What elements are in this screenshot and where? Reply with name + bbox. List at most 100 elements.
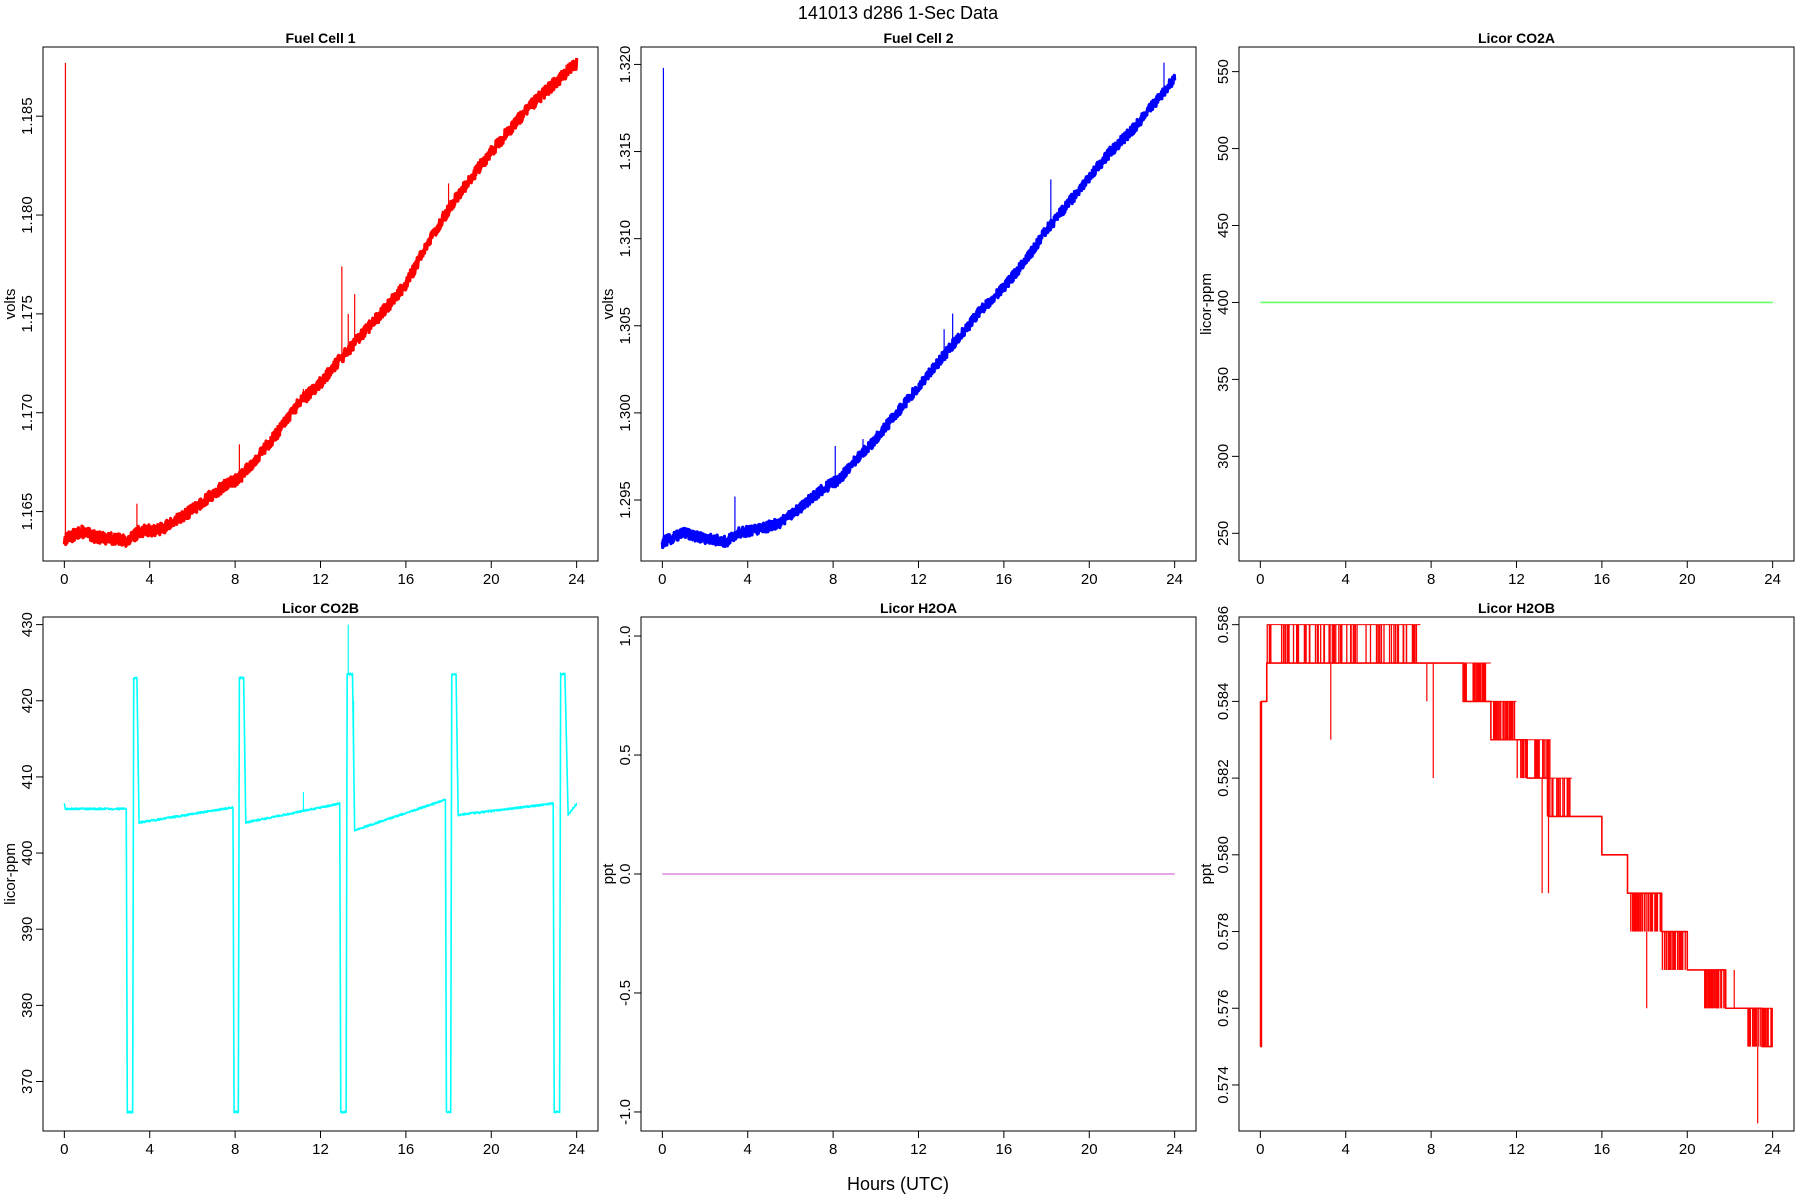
y-axis-label: volts	[600, 289, 617, 320]
plot-area	[62, 57, 579, 548]
x-tick-label: 16	[996, 571, 1013, 588]
plot-area	[63, 624, 578, 1114]
panel-title: Fuel Cell 1	[285, 30, 355, 46]
y-tick-label: 1.175	[19, 295, 36, 333]
chart-panels: Fuel Cell 1 volts 0 4 8 12 16 20 24 1.165 1.170 1.1…	[2, 30, 1795, 1158]
y-tick-label: 300	[1215, 444, 1232, 469]
y-tick-label: 350	[1215, 367, 1232, 392]
y-tick-label: 1.180	[19, 196, 36, 234]
y-tick-label: 400	[19, 841, 36, 866]
y-tick-label: 250	[1215, 521, 1232, 546]
y-tick-label: 370	[19, 1069, 36, 1094]
x-tick-label: 4	[1342, 1141, 1350, 1158]
chart-panel-6: Licor H2OB ppt 0 4 8 12 16 20 24 0.574 0.576 0.578 0…	[1198, 600, 1795, 1158]
x-tick-label: 20	[1679, 1141, 1696, 1158]
x-tick-label: 20	[1081, 1141, 1098, 1158]
x-tick-label: 12	[1508, 571, 1525, 588]
x-tick-label: 24	[568, 1141, 585, 1158]
series-line	[660, 73, 1177, 550]
x-tick-label: 16	[1594, 1141, 1611, 1158]
y-tick-label: 1.170	[19, 394, 36, 432]
chart-panel-4: Licor CO2B licor-ppm 0 4 8 12 16 20 24 370 380 390 4…	[2, 600, 599, 1158]
panel-title: Licor H2OA	[880, 600, 957, 616]
y-tick-label: 390	[19, 917, 36, 942]
panel-title: Licor H2OB	[1478, 600, 1555, 616]
y-tick-label: 500	[1215, 136, 1232, 161]
x-tick-label: 8	[1427, 571, 1435, 588]
panel-title: Licor CO2B	[282, 600, 359, 616]
y-tick-label: 0.586	[1215, 606, 1232, 644]
y-tick-label: 1.305	[617, 307, 634, 345]
y-axis-label: licor-ppm	[2, 843, 19, 905]
y-tick-label: 0.576	[1215, 989, 1232, 1027]
x-tick-label: 0	[60, 1141, 68, 1158]
chart-panel-1: Fuel Cell 1 volts 0 4 8 12 16 20 24 1.165 1.170 1.1…	[2, 30, 599, 588]
y-tick-label: 1.165	[19, 493, 36, 531]
x-tick-label: 12	[312, 1141, 329, 1158]
y-tick-label: 410	[19, 764, 36, 789]
x-tick-label: 8	[829, 571, 837, 588]
x-tick-label: 12	[910, 1141, 927, 1158]
x-tick-label: 8	[231, 571, 239, 588]
y-axis-label: ppt	[600, 863, 617, 885]
y-tick-label: 1.315	[617, 133, 634, 171]
x-tick-label: 16	[398, 1141, 415, 1158]
y-tick-label: 1.320	[617, 46, 634, 84]
x-tick-label: 8	[231, 1141, 239, 1158]
x-tick-label: 4	[146, 571, 154, 588]
plot-area	[1259, 624, 1773, 1124]
series-line	[62, 57, 579, 548]
chart-panel-2: Fuel Cell 2 volts 0 4 8 12 16 20 24 1.295 1.300 1.3…	[600, 30, 1197, 588]
y-tick-label: 380	[19, 993, 36, 1018]
panel-title: Licor CO2A	[1478, 30, 1555, 46]
x-tick-label: 0	[60, 571, 68, 588]
x-tick-label: 20	[1081, 571, 1098, 588]
x-tick-label: 0	[658, 571, 666, 588]
x-tick-label: 20	[483, 1141, 500, 1158]
y-tick-label: 430	[19, 612, 36, 637]
plot-frame	[1238, 46, 1795, 562]
x-tick-label: 12	[1508, 1141, 1525, 1158]
x-tick-label: 16	[1594, 571, 1611, 588]
x-tick-label: 4	[744, 571, 752, 588]
series-line	[1260, 662, 1773, 1048]
series-line	[63, 672, 578, 1114]
y-tick-label: 1.300	[617, 394, 634, 432]
x-tick-label: 0	[1256, 571, 1264, 588]
figure-xlabel: Hours (UTC)	[847, 1174, 949, 1194]
y-tick-label: 1.0	[617, 626, 634, 647]
plot-frame	[640, 46, 1197, 562]
x-tick-label: 8	[1427, 1141, 1435, 1158]
y-tick-label: 420	[19, 688, 36, 713]
y-axis-label: volts	[2, 289, 19, 320]
plot-area	[660, 62, 1177, 550]
x-tick-label: 0	[658, 1141, 666, 1158]
x-tick-label: 20	[483, 571, 500, 588]
y-tick-label: 1.185	[19, 97, 36, 135]
chart-panel-5: Licor H2OA ppt 0 4 8 12 16 20 24 -1.0 -0.5 0.0 0.5 1.…	[600, 600, 1197, 1158]
panel-title: Fuel Cell 2	[883, 30, 953, 46]
y-tick-label: 450	[1215, 213, 1232, 238]
y-tick-label: 1.295	[617, 481, 634, 519]
y-tick-label: -1.0	[617, 1099, 634, 1125]
x-tick-label: 24	[568, 571, 585, 588]
x-tick-label: 24	[1166, 1141, 1183, 1158]
y-tick-label: 0.582	[1215, 759, 1232, 797]
y-tick-label: 0.578	[1215, 913, 1232, 951]
chart-panel-3: Licor CO2A licor-ppm 0 4 8 12 16 20 24 250 300 350 4…	[1198, 30, 1795, 588]
x-tick-label: 4	[146, 1141, 154, 1158]
y-axis-label: ppt	[1198, 863, 1215, 885]
y-tick-label: 550	[1215, 59, 1232, 84]
y-tick-label: 1.310	[617, 220, 634, 258]
x-tick-label: 24	[1166, 571, 1183, 588]
x-tick-label: 24	[1764, 571, 1781, 588]
x-tick-label: 4	[1342, 571, 1350, 588]
y-tick-label: 0.584	[1215, 683, 1232, 721]
x-tick-label: 8	[829, 1141, 837, 1158]
y-axis-label: licor-ppm	[1198, 273, 1215, 335]
y-tick-label: 0.0	[617, 864, 634, 885]
plot-frame	[1238, 616, 1795, 1132]
y-tick-label: 0.580	[1215, 836, 1232, 874]
x-tick-label: 0	[1256, 1141, 1264, 1158]
y-tick-label: 0.574	[1215, 1066, 1232, 1104]
